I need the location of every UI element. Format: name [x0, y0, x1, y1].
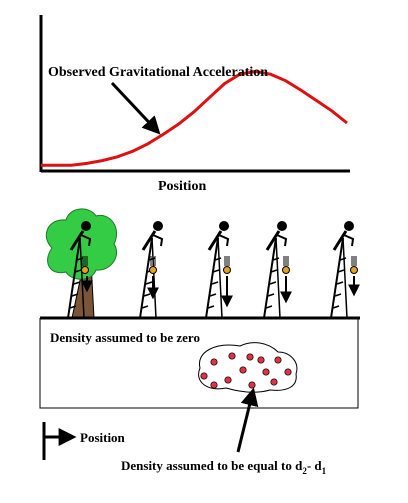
- falling-mass-icon: [149, 255, 157, 274]
- subsurface-box: Density assumed to be zero: [39, 318, 359, 409]
- falling-mass-icon: [223, 255, 231, 274]
- position-legend: Position: [42, 422, 126, 460]
- gravity-curve: [41, 69, 348, 167]
- falling-mass-icon: [350, 255, 358, 274]
- curve-label-arrow: [110, 81, 161, 135]
- x-axis-label: Position: [158, 179, 206, 194]
- density-label: Density assumed to be equal to d2- d1: [121, 458, 327, 476]
- dense-dots: [200, 352, 292, 389]
- falling-mass-icon: [282, 255, 290, 274]
- curve-label: Observed Gravitational Acceleration: [48, 65, 268, 80]
- gravity-graph: Observed Gravitational Acceleration Posi…: [39, 15, 350, 194]
- field-scene: [40, 208, 360, 320]
- falling-mass-icon: [81, 255, 89, 274]
- density-label-arrow: [236, 387, 259, 453]
- legend-position-label: Position: [80, 430, 126, 445]
- zero-density-label: Density assumed to be zero: [50, 330, 200, 345]
